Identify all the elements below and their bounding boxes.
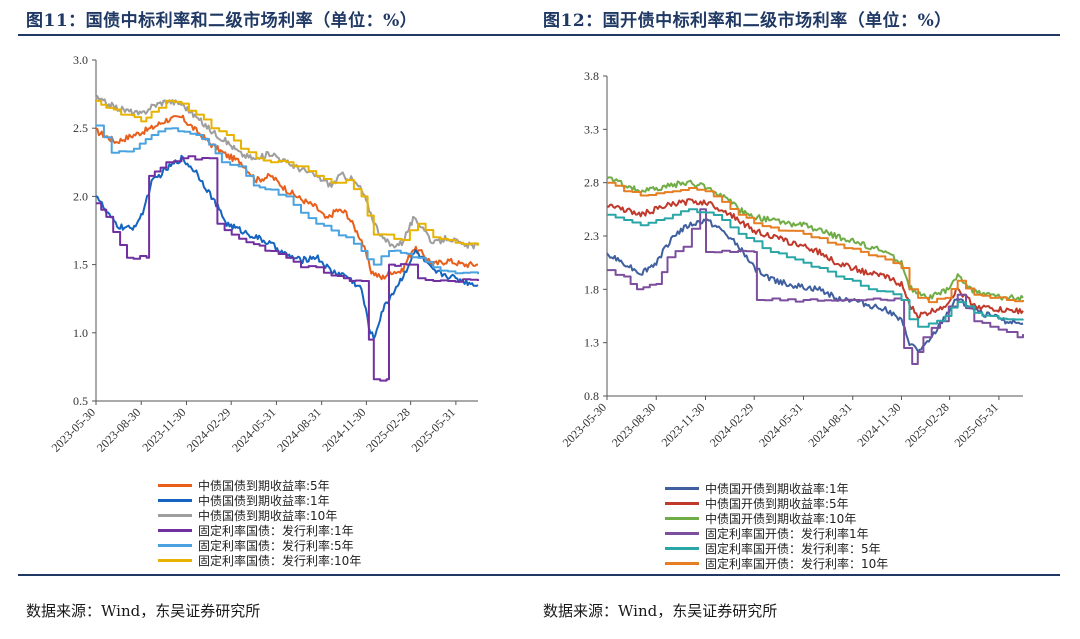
chart-panel-left: 图11：国债中标利率和二级市场利率（单位：%） 0.5 1.0 1.5 2.0 2.5 3… xyxy=(18,0,543,639)
y-tick-label: 3.0 xyxy=(73,53,88,67)
series-line-4 xyxy=(607,208,1024,328)
source-note: 数据来源：Wind，东吴证券研究所 xyxy=(26,602,261,620)
legend-swatch xyxy=(158,529,192,532)
series-line-2 xyxy=(95,95,479,250)
y-tick-label: 2.8 xyxy=(584,176,599,190)
y-tick-label: 0.5 xyxy=(73,394,88,408)
x-tick-label: 2024-02-29 xyxy=(184,405,233,454)
x-tick-label: 2025-02-28 xyxy=(363,405,412,454)
legend-item: 中债国债到期收益率:5年 xyxy=(158,478,361,493)
legend-swatch xyxy=(665,517,699,520)
legend-label: 中债国债到期收益率:1年 xyxy=(198,494,330,508)
legend-swatch xyxy=(665,562,699,565)
legend-label: 中债国开债到期收益率:5年 xyxy=(705,497,849,511)
legend-swatch xyxy=(158,514,192,517)
legend-item: 中债国开债到期收益率:1年 xyxy=(665,481,888,496)
legend-label: 中债国债到期收益率:5年 xyxy=(198,479,330,493)
legend-label: 固定利率国开债：发行利率：10年 xyxy=(705,557,889,571)
x-tick-label: 2024-08-31 xyxy=(805,400,854,449)
legend-label: 固定利率国开债：发行利率：5年 xyxy=(705,542,881,556)
bottom-rule xyxy=(18,574,543,576)
series-line-3 xyxy=(96,155,479,382)
x-tick-label: 2023-08-30 xyxy=(94,405,143,454)
legend-label: 中债国开债到期收益率:1年 xyxy=(705,482,849,496)
legend-label: 中债国债到期收益率:10年 xyxy=(198,509,338,523)
legend-item: 固定利率国开债：发行利率：10年 xyxy=(665,556,888,571)
y-tick-label: 2.5 xyxy=(73,121,88,135)
legend-swatch xyxy=(158,544,192,547)
chart-legend: 中债国债到期收益率:5年 中债国债到期收益率:1年 中债国债到期收益率:10年 固定利… xyxy=(158,478,361,568)
series-line-1 xyxy=(95,154,479,340)
line-chart-svg: 0.8 1.3 1.8 2.3 2.8 3.3 3.8 2023-05-30 2023-08-3… xyxy=(560,69,1024,450)
legend-item: 固定利率国开债：发行利率1年 xyxy=(665,526,888,541)
line-chart-svg: 0.51.01.52.02.53.02023-05-302023-08-3020… xyxy=(49,53,479,455)
legend-label: 固定利率国债：发行利率:5年 xyxy=(198,539,354,553)
series-line-3 xyxy=(607,208,1024,365)
series-line-1 xyxy=(606,198,1024,320)
x-tick-label: 2024-05-31 xyxy=(756,400,805,449)
legend-item: 固定利率国债：发行利率:1年 xyxy=(158,523,361,538)
x-tick-label: 2024-08-31 xyxy=(274,405,323,454)
y-tick-label: 1.3 xyxy=(584,336,599,350)
top-rule xyxy=(18,34,543,36)
x-tick-label: 2025-05-31 xyxy=(952,400,1001,449)
y-tick-label: 2.0 xyxy=(73,189,88,203)
series-line-0 xyxy=(606,218,1024,353)
x-tick-label: 2025-02-28 xyxy=(902,400,951,449)
chart-panel-right: 图12：国开债中标利率和二级市场利率（单位：%） 0.8 1.3 1.8 2.3 2.8… xyxy=(535,0,1060,639)
legend-item: 中债国债到期收益率:1年 xyxy=(158,493,361,508)
y-tick-label: 1.8 xyxy=(584,282,599,296)
legend-item: 中债国开债到期收益率:5年 xyxy=(665,496,888,511)
x-tick-label: 2023-05-30 xyxy=(49,405,98,454)
legend-item: 固定利率国开债：发行利率：5年 xyxy=(665,541,888,556)
series-line-4 xyxy=(96,124,479,275)
source-note: 数据来源：Wind，东吴证券研究所 xyxy=(543,602,778,620)
y-tick-label: 0.8 xyxy=(584,389,599,403)
series-line-2 xyxy=(606,176,1024,302)
legend-swatch xyxy=(158,484,192,487)
legend-swatch xyxy=(665,532,699,535)
x-tick-label: 2023-05-30 xyxy=(560,400,609,449)
chart-legend: 中债国开债到期收益率:1年 中债国开债到期收益率:5年 中债国开债到期收益率:10年… xyxy=(665,481,888,571)
y-tick-label: 3.3 xyxy=(584,122,599,136)
x-tick-label: 2024-05-31 xyxy=(229,405,278,454)
series-line-5 xyxy=(607,181,1024,304)
x-tick-label: 2025-05-31 xyxy=(409,405,458,454)
figure-title: 图12：国开债中标利率和二级市场利率（单位：%） xyxy=(543,11,952,31)
legend-label: 中债国开债到期收益率:10年 xyxy=(705,512,857,526)
figure-title: 图11：国债中标利率和二级市场利率（单位：%） xyxy=(26,11,418,31)
x-tick-label: 2024-11-30 xyxy=(319,405,368,454)
legend-item: 固定利率国债：发行利率:10年 xyxy=(158,553,361,568)
legend-label: 固定利率国开债：发行利率1年 xyxy=(705,527,869,541)
legend-swatch xyxy=(158,559,192,562)
legend-item: 中债国债到期收益率:10年 xyxy=(158,508,361,523)
legend-label: 固定利率国债：发行利率:10年 xyxy=(198,554,362,568)
y-tick-label: 1.5 xyxy=(73,258,88,272)
top-rule xyxy=(535,34,1060,36)
x-tick-label: 2024-11-30 xyxy=(854,400,903,449)
bottom-rule xyxy=(535,574,1060,576)
legend-swatch xyxy=(665,547,699,550)
legend-swatch xyxy=(665,502,699,505)
series-line-5 xyxy=(96,99,479,246)
x-tick-label: 2024-02-29 xyxy=(707,400,756,449)
legend-item: 固定利率国债：发行利率:5年 xyxy=(158,538,361,553)
x-tick-label: 2023-11-30 xyxy=(139,405,188,454)
legend-label: 固定利率国债：发行利率:1年 xyxy=(198,524,354,538)
y-tick-label: 1.0 xyxy=(73,326,88,340)
legend-swatch xyxy=(665,487,699,490)
legend-swatch xyxy=(158,499,192,502)
legend-item: 中债国开债到期收益率:10年 xyxy=(665,511,888,526)
y-tick-label: 3.8 xyxy=(584,69,599,83)
x-tick-label: 2023-08-30 xyxy=(609,400,658,449)
series-line-0 xyxy=(95,114,478,281)
x-tick-label: 2023-11-30 xyxy=(658,400,707,449)
y-tick-label: 2.3 xyxy=(584,229,599,243)
